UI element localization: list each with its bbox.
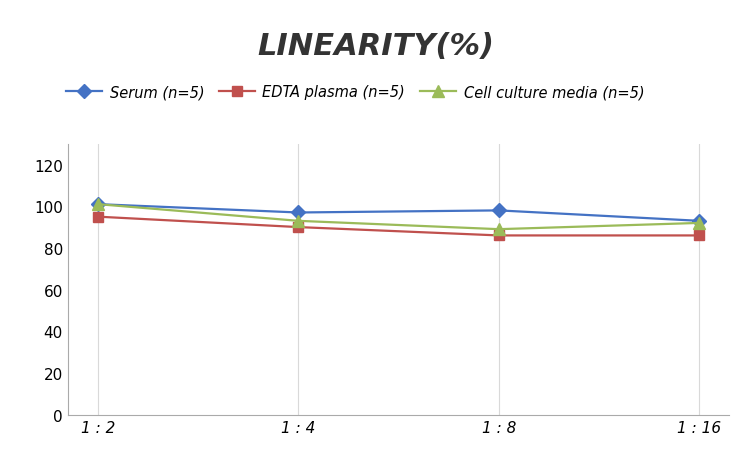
EDTA plasma (n=5) — [695, 233, 704, 239]
Line: Serum (n=5): Serum (n=5) — [93, 200, 704, 226]
Text: LINEARITY(%): LINEARITY(%) — [257, 32, 495, 60]
Legend: Serum (n=5), EDTA plasma (n=5), Cell culture media (n=5): Serum (n=5), EDTA plasma (n=5), Cell cul… — [60, 79, 650, 106]
Line: EDTA plasma (n=5): EDTA plasma (n=5) — [93, 212, 704, 241]
Cell culture media (n=5) — [494, 227, 503, 232]
EDTA plasma (n=5) — [494, 233, 503, 239]
Cell culture media (n=5) — [695, 221, 704, 226]
Serum (n=5) — [695, 219, 704, 224]
Cell culture media (n=5) — [93, 202, 102, 207]
Serum (n=5) — [93, 202, 102, 207]
EDTA plasma (n=5) — [294, 225, 303, 230]
Line: Cell culture media (n=5): Cell culture media (n=5) — [92, 199, 705, 235]
Serum (n=5) — [294, 210, 303, 216]
Cell culture media (n=5) — [294, 219, 303, 224]
EDTA plasma (n=5) — [93, 215, 102, 220]
Serum (n=5) — [494, 208, 503, 214]
